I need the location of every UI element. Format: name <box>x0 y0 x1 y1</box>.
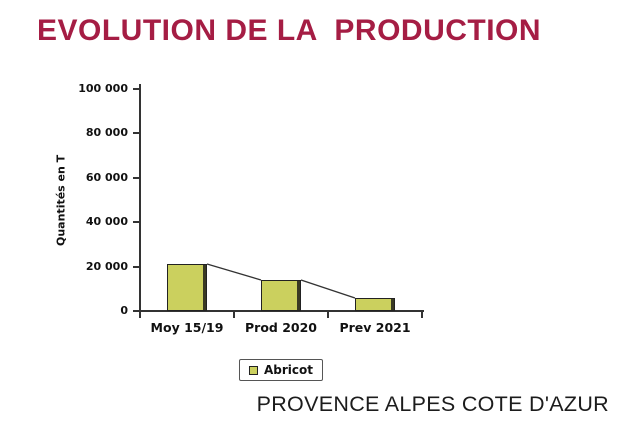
category-label: Prod 2020 <box>244 320 318 335</box>
bar-Prod 2020 <box>261 280 301 311</box>
region-caption: PROVENCE ALPES COTE D'AZUR <box>256 392 609 416</box>
production-chart-plot-area: 0 20 000 40 000 60 000 80 000 100 000 Moy 15/1… <box>78 82 424 335</box>
trend-connector-line <box>206 263 356 299</box>
legend-swatch-icon <box>248 365 258 375</box>
y-tick <box>133 176 140 179</box>
y-tick <box>133 132 140 135</box>
x-tick <box>421 312 423 318</box>
y-tick-label: 20 000 <box>85 259 128 273</box>
legend: Abricot <box>238 359 324 381</box>
y-tick <box>133 221 140 224</box>
y-axis-line <box>139 84 141 313</box>
y-axis-label: Quantités en T <box>54 154 68 246</box>
y-tick <box>133 88 140 90</box>
y-tick-label: 60 000 <box>85 170 128 184</box>
bar-side-edge <box>297 281 300 310</box>
x-tick <box>233 312 235 318</box>
category-label: Moy 15/19 <box>150 320 224 335</box>
x-tick <box>327 312 329 318</box>
bar-Prev 2021 <box>355 298 395 311</box>
y-tick-label: 0 <box>120 304 128 317</box>
bar-side-edge <box>203 265 206 310</box>
y-tick <box>133 310 140 312</box>
connector-segment <box>300 279 356 299</box>
connector-segment <box>206 263 262 281</box>
legend-label: Abricot <box>263 363 314 377</box>
bar-Moy 15/19 <box>167 264 207 311</box>
x-tick <box>139 312 141 318</box>
page-title: EVOLUTION DE LA PRODUCTION <box>37 14 542 47</box>
y-tick-label: 80 000 <box>85 126 128 140</box>
bar-side-edge <box>391 299 394 310</box>
y-tick <box>133 265 140 268</box>
x-axis-line <box>139 310 424 312</box>
category-label: Prev 2021 <box>339 320 411 335</box>
y-tick-label: 100 000 <box>78 82 128 95</box>
y-tick-label: 40 000 <box>85 215 128 229</box>
